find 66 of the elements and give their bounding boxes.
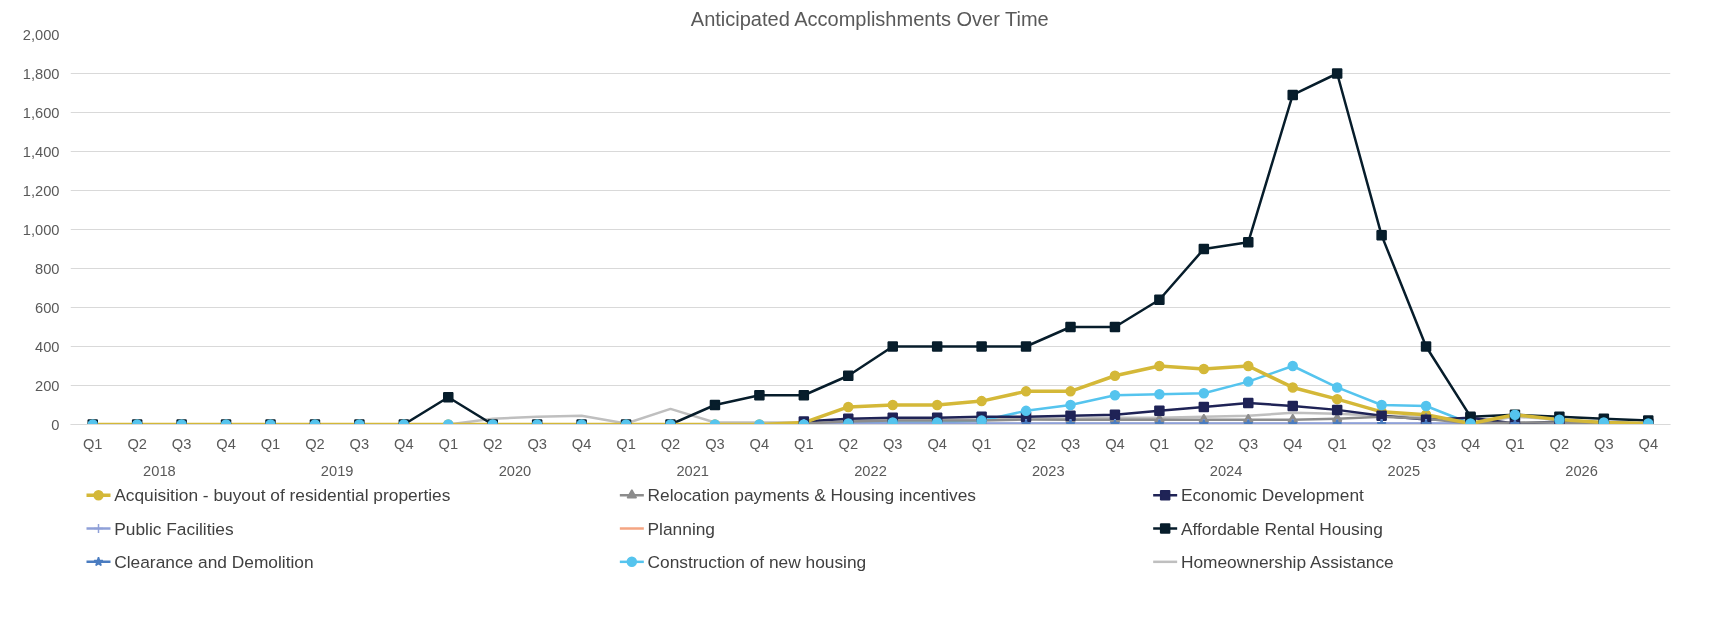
x-tick-label: Q4 <box>571 435 592 452</box>
x-tick-label: Q1 <box>260 435 281 452</box>
legend-label: Economic Development <box>1180 485 1365 506</box>
x-tick-label: Q3 <box>171 435 192 452</box>
x-tick-label: Q1 <box>82 435 103 452</box>
text: 2022 <box>854 462 887 479</box>
x-tick-label: Q2 <box>482 435 503 452</box>
y-tick-label: 1,000 <box>22 221 60 238</box>
x-tick-label: Q1 <box>438 435 459 452</box>
x-tick-label: Q4 <box>1638 435 1659 452</box>
x-tick-label: Q3 <box>1060 435 1081 452</box>
y-tick-label: 1,200 <box>22 182 60 199</box>
y-tick-label: 600 <box>35 299 60 316</box>
text: 2024 <box>1209 462 1243 479</box>
x-tick-label: Q1 <box>794 435 814 452</box>
legend-label: Planning <box>647 518 716 539</box>
y-tick-label: 1,600 <box>22 104 60 121</box>
text: 2026 <box>1565 462 1598 479</box>
x-tick-label: Q3 <box>882 435 903 452</box>
x-tick-label: Q1 <box>1327 435 1347 452</box>
text: 2019 <box>320 462 354 479</box>
y-tick-label: 2,000 <box>22 26 60 43</box>
x-tick-label: Q3 <box>1416 435 1436 452</box>
x-tick-label: Q4 <box>394 435 414 452</box>
text: 2021 <box>676 462 710 479</box>
x-tick-label: Q2 <box>1194 435 1214 452</box>
x-tick-label: Q1 <box>1505 435 1525 452</box>
x-tick-label: Q3 <box>527 435 547 452</box>
x-tick-label: Q3 <box>1594 435 1614 452</box>
x-tick-label: Q3 <box>349 435 370 452</box>
legend-label: Affordable Rental Housing <box>1180 518 1383 539</box>
x-tick-label: Q4 <box>749 435 770 452</box>
chart-title: Anticipated Accomplishments Over Time <box>690 7 1049 30</box>
x-tick-label: Q3 <box>1238 435 1259 452</box>
x-tick-label: Q2 <box>838 435 859 452</box>
x-tick-label: Q2 <box>1371 435 1392 452</box>
y-tick-label: 0 <box>51 416 60 433</box>
text: 2018 <box>143 462 176 479</box>
x-tick-label: Q4 <box>1282 435 1303 452</box>
x-tick-label: Q1 <box>1149 435 1170 452</box>
y-tick-label: 200 <box>35 377 60 394</box>
x-tick-label: Q3 <box>705 435 725 452</box>
text: 2020 <box>498 462 532 479</box>
legend-label: Homeownership Assistance <box>1180 551 1394 572</box>
x-tick-label: Q2 <box>660 435 681 452</box>
x-tick-label: Q4 <box>1460 435 1481 452</box>
y-tick-label: 1,400 <box>22 143 60 160</box>
legend-label: Clearance and Demolition <box>114 551 314 572</box>
text: 2023 <box>1031 462 1065 479</box>
x-tick-label: Q2 <box>1016 435 1036 452</box>
y-tick-label: 400 <box>35 338 60 355</box>
legend-label: Construction of new housing <box>647 551 867 572</box>
legend-label: Acquisition - buyout of residential properties <box>114 485 451 506</box>
legend-label: Relocation payments & Housing incentives <box>647 485 977 506</box>
x-tick-label: Q2 <box>127 435 147 452</box>
x-tick-label: Q1 <box>971 435 992 452</box>
x-tick-label: Q4 <box>216 435 236 452</box>
y-tick-label: 1,800 <box>22 65 60 82</box>
x-tick-label: Q2 <box>1549 435 1570 452</box>
x-tick-label: Q4 <box>1105 435 1125 452</box>
y-tick-label: 800 <box>35 260 60 277</box>
x-tick-label: Q2 <box>305 435 325 452</box>
x-tick-label: Q4 <box>927 435 947 452</box>
x-tick-label: Q1 <box>616 435 636 452</box>
text: 2025 <box>1387 462 1421 479</box>
legend-label: Public Facilities <box>114 518 234 539</box>
